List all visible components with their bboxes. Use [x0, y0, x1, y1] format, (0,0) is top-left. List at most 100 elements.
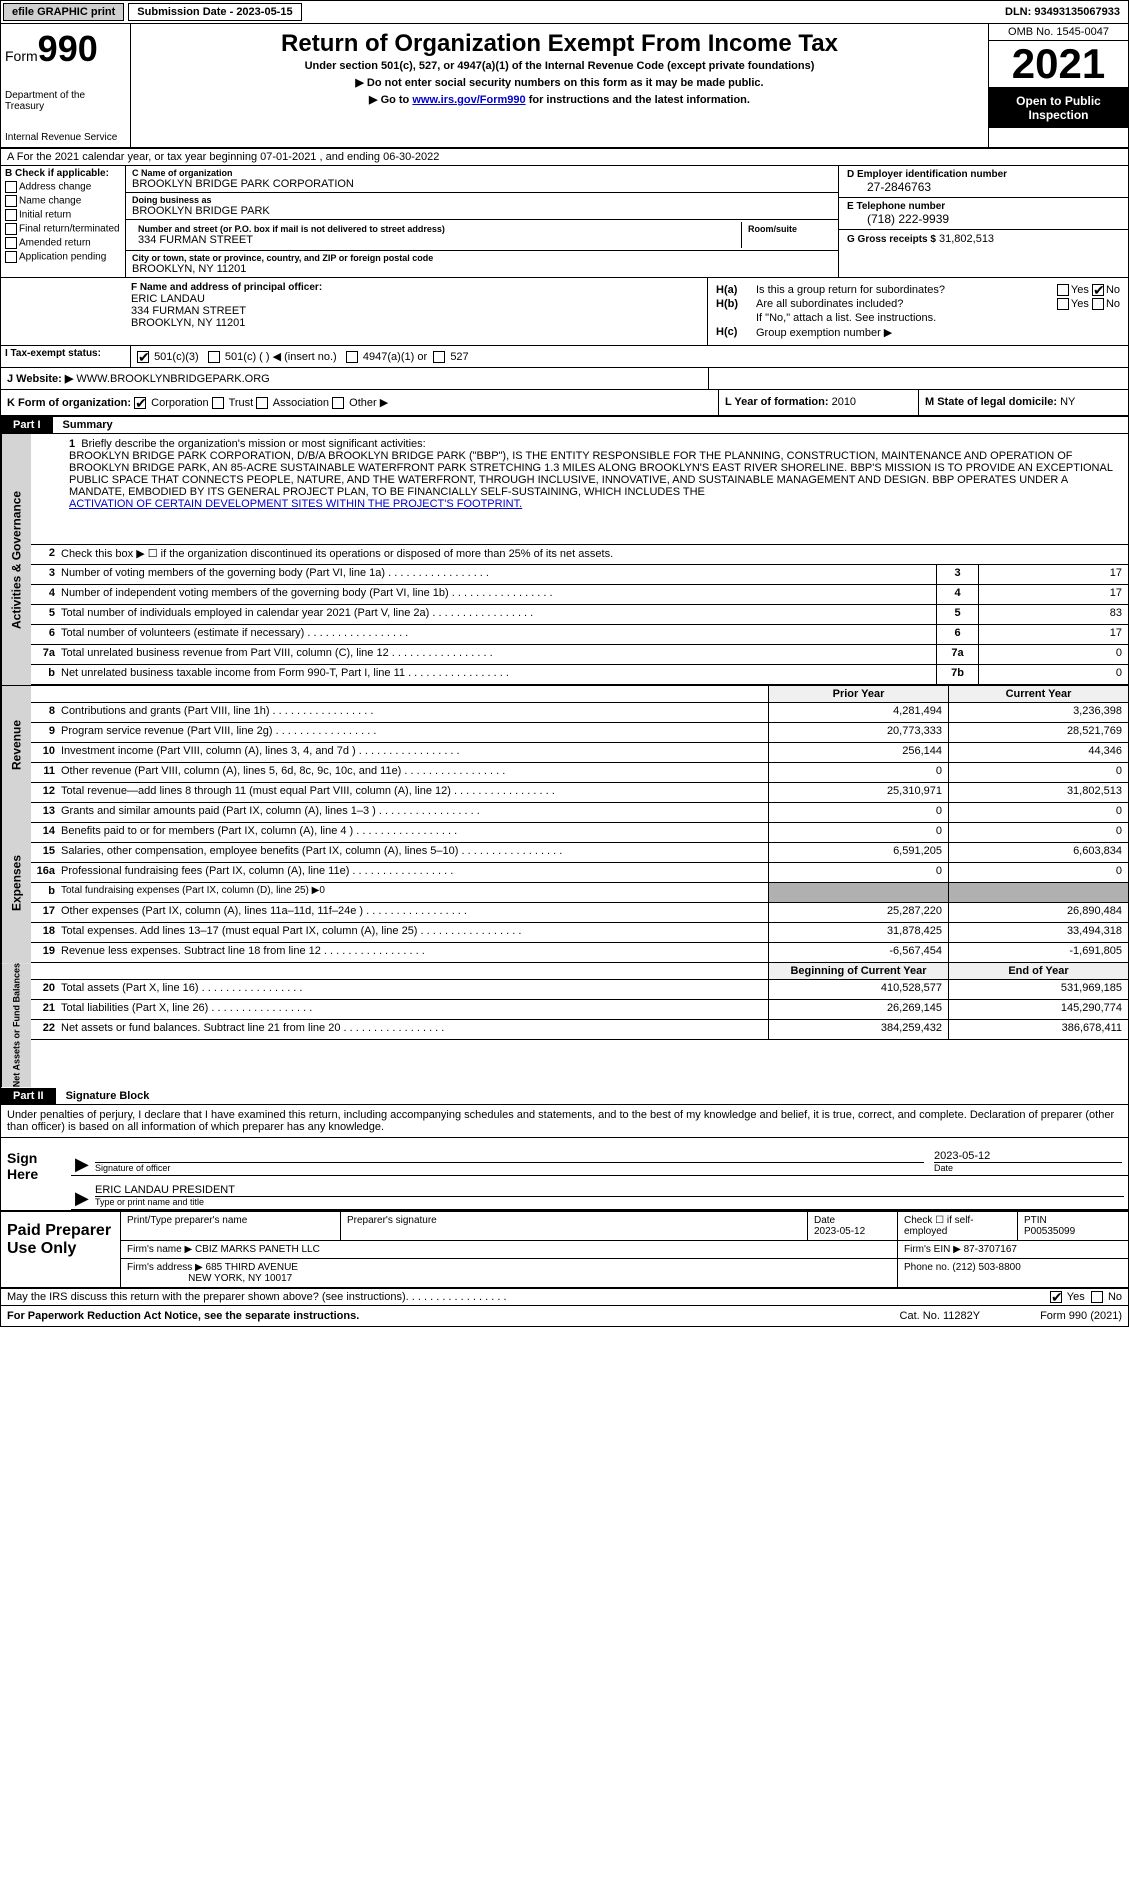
gov-line: 6Total number of volunteers (estimate if…	[31, 625, 1128, 645]
check-amended-return[interactable]: Amended return	[5, 237, 121, 249]
summary-line: 17Other expenses (Part IX, column (A), l…	[31, 903, 1128, 923]
opt-501c3: 501(c)(3)	[154, 351, 199, 363]
k-trust: Trust	[229, 397, 254, 409]
j-label: J Website: ▶	[7, 373, 73, 385]
side-net-assets: Net Assets or Fund Balances	[1, 963, 31, 1087]
check-527[interactable]	[433, 351, 445, 363]
irs-label: Internal Revenue Service	[5, 132, 126, 143]
discuss-no: No	[1108, 1291, 1122, 1303]
ha-yes[interactable]: Yes	[1071, 284, 1089, 296]
prep-selfemp: Check ☐ if self-employed	[898, 1212, 1018, 1240]
governance-section: Activities & Governance 1 Briefly descri…	[1, 434, 1128, 685]
check-trust[interactable]	[212, 397, 224, 409]
suite-label: Room/suite	[748, 224, 826, 234]
footer: For Paperwork Reduction Act Notice, see …	[1, 1306, 1128, 1326]
net-assets-section: Net Assets or Fund Balances Beginning of…	[1, 963, 1128, 1087]
firm-phone: (212) 503-8800	[952, 1262, 1020, 1273]
website-row: J Website: ▶ WWW.BROOKLYNBRIDGEPARK.ORG	[1, 368, 1128, 390]
check-name-change[interactable]: Name change	[5, 195, 121, 207]
summary-line: 18Total expenses. Add lines 13–17 (must …	[31, 923, 1128, 943]
expenses-section: Expenses 13Grants and similar amounts pa…	[1, 803, 1128, 963]
discuss-yes-check[interactable]	[1050, 1291, 1062, 1303]
current-year-header: Current Year	[948, 686, 1128, 702]
line-a-tax-year: A For the 2021 calendar year, or tax yea…	[1, 149, 1128, 166]
firm-addr1: 685 THIRD AVENUE	[206, 1262, 298, 1273]
form-label: Form	[5, 48, 38, 64]
mission-intro: Briefly describe the organization's miss…	[81, 438, 425, 450]
instructions-link-line: ▶ Go to www.irs.gov/Form990 for instruct…	[141, 93, 978, 106]
check-address-change[interactable]: Address change	[5, 181, 121, 193]
ein-label: D Employer identification number	[847, 169, 1120, 180]
ha-no[interactable]: No	[1106, 284, 1120, 296]
irs-form990-link[interactable]: www.irs.gov/Form990	[412, 94, 525, 106]
penalty-statement: Under penalties of perjury, I declare th…	[1, 1105, 1128, 1137]
hb-no[interactable]: No	[1106, 298, 1120, 310]
hb-yes[interactable]: Yes	[1071, 298, 1089, 310]
ssn-warning: ▶ Do not enter social security numbers o…	[141, 76, 978, 89]
typed-name-label: Type or print name and title	[95, 1196, 1124, 1207]
sig-officer-label: Signature of officer	[95, 1162, 924, 1173]
paperwork-notice: For Paperwork Reduction Act Notice, see …	[7, 1310, 359, 1322]
ptin-label: PTIN	[1024, 1215, 1047, 1226]
summary-line: 12Total revenue—add lines 8 through 11 (…	[31, 783, 1128, 803]
org-name: BROOKLYN BRIDGE PARK CORPORATION	[132, 178, 832, 190]
mission-link[interactable]: ACTIVATION OF CERTAIN DEVELOPMENT SITES …	[69, 498, 522, 510]
side-governance: Activities & Governance	[1, 434, 31, 685]
hc-label: H(c)	[716, 326, 756, 339]
ein-value: 27-2846763	[847, 180, 1120, 194]
street-value: 334 FURMAN STREET	[138, 234, 735, 246]
gov-line: bNet unrelated business taxable income f…	[31, 665, 1128, 685]
dln: DLN: 93493135067933	[997, 4, 1128, 20]
column-b: B Check if applicable: Address change Na…	[1, 166, 126, 277]
efile-print-button[interactable]: efile GRAPHIC print	[3, 3, 124, 21]
summary-line: 13Grants and similar amounts paid (Part …	[31, 803, 1128, 823]
summary-line: 20Total assets (Part X, line 16)410,528,…	[31, 980, 1128, 1000]
side-revenue: Revenue	[1, 686, 31, 803]
main-info-block: B Check if applicable: Address change Na…	[1, 166, 1128, 278]
ha-text: Is this a group return for subordinates?	[756, 284, 1057, 296]
cat-no: Cat. No. 11282Y	[900, 1310, 981, 1322]
header-title-block: Return of Organization Exempt From Incom…	[131, 24, 988, 147]
k-corp: Corporation	[151, 397, 208, 409]
hb-text: Are all subordinates included?	[756, 298, 1057, 310]
firm-ein: 87-3707167	[964, 1244, 1017, 1255]
f-label: F Name and address of principal officer:	[131, 282, 701, 293]
discuss-no-check[interactable]	[1091, 1291, 1103, 1303]
check-final-return[interactable]: Final return/terminated	[5, 223, 121, 235]
officer-street: 334 FURMAN STREET	[131, 305, 701, 317]
check-501c3[interactable]	[137, 351, 149, 363]
check-corp[interactable]	[134, 397, 146, 409]
check-initial-return[interactable]: Initial return	[5, 209, 121, 221]
firm-name-label: Firm's name ▶	[127, 1244, 192, 1255]
check-501c[interactable]	[208, 351, 220, 363]
gross-value: 31,802,513	[939, 233, 994, 245]
part1-label: Part I	[1, 417, 53, 433]
part2-header: Part II Signature Block	[1, 1088, 1128, 1105]
begin-year-header: Beginning of Current Year	[768, 963, 948, 979]
gov-line: 7aTotal unrelated business revenue from …	[31, 645, 1128, 665]
opt-501c: 501(c) ( ) ◀ (insert no.)	[225, 351, 337, 363]
dba-label: Doing business as	[132, 195, 832, 205]
part2-title: Signature Block	[56, 1088, 160, 1104]
check-application-pending[interactable]: Application pending	[5, 251, 121, 263]
line-1-num: 1	[69, 438, 75, 450]
m-label: M State of legal domicile:	[925, 396, 1057, 408]
summary-line: 16aProfessional fundraising fees (Part I…	[31, 863, 1128, 883]
opt-4947: 4947(a)(1) or	[363, 351, 427, 363]
summary-line: 8Contributions and grants (Part VIII, li…	[31, 703, 1128, 723]
form-number: 990	[38, 28, 98, 69]
check-assoc[interactable]	[256, 397, 268, 409]
summary-line: 11Other revenue (Part VIII, column (A), …	[31, 763, 1128, 783]
opt-527: 527	[450, 351, 468, 363]
check-4947[interactable]	[346, 351, 358, 363]
phone-value: (718) 222-9939	[847, 212, 1120, 226]
ptin-value: P00535099	[1024, 1226, 1075, 1237]
summary-line: 14Benefits paid to or for members (Part …	[31, 823, 1128, 843]
firm-name: CBIZ MARKS PANETH LLC	[195, 1244, 320, 1255]
part2-label: Part II	[1, 1088, 56, 1104]
check-other[interactable]	[332, 397, 344, 409]
top-bar: efile GRAPHIC print Submission Date - 20…	[1, 1, 1128, 24]
hc-text: Group exemption number ▶	[756, 326, 892, 339]
firm-addr2: NEW YORK, NY 10017	[188, 1273, 292, 1284]
prep-sig-header: Preparer's signature	[341, 1212, 808, 1240]
